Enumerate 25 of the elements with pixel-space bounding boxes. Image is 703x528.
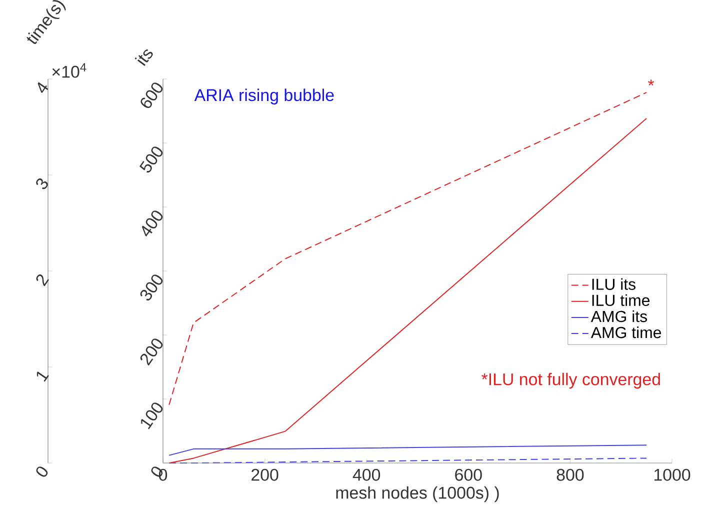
x-axis-title: mesh nodes (1000s) )	[336, 486, 499, 502]
legend-label: AMG time	[590, 326, 662, 338]
annotation: *ILU not fully converged	[482, 372, 660, 389]
y-axis-title: its	[134, 50, 153, 66]
x-tick-label: 600	[455, 468, 482, 481]
y-tick-label: 400	[142, 210, 163, 236]
y2-tick-label: 2	[36, 274, 49, 286]
text: ARIA rising bubble	[194, 88, 334, 104]
x-tick-label: 400	[352, 468, 380, 481]
y-tick-label: 500	[139, 146, 163, 173]
legend-label: ILU its	[592, 278, 636, 290]
y2-tick-label: 3	[36, 178, 48, 190]
x-tick-label: 800	[556, 468, 584, 481]
y-tick-label: 200	[140, 338, 163, 366]
text: ×10$^{4}$	[52, 63, 86, 78]
x-tick-label: 1000	[654, 468, 690, 481]
x-tick-label: 200	[252, 468, 278, 481]
y-tick-label: 300	[140, 274, 163, 301]
legend-label: ILU time	[592, 294, 650, 306]
annotation: *	[648, 80, 654, 86]
y-tick-label: 100	[141, 402, 163, 430]
y2-tick-label: 4	[38, 82, 48, 94]
y-tick-label: 600	[140, 82, 163, 108]
legend-label: AMG its	[590, 310, 647, 322]
y2-tick-label: 1	[36, 371, 49, 382]
